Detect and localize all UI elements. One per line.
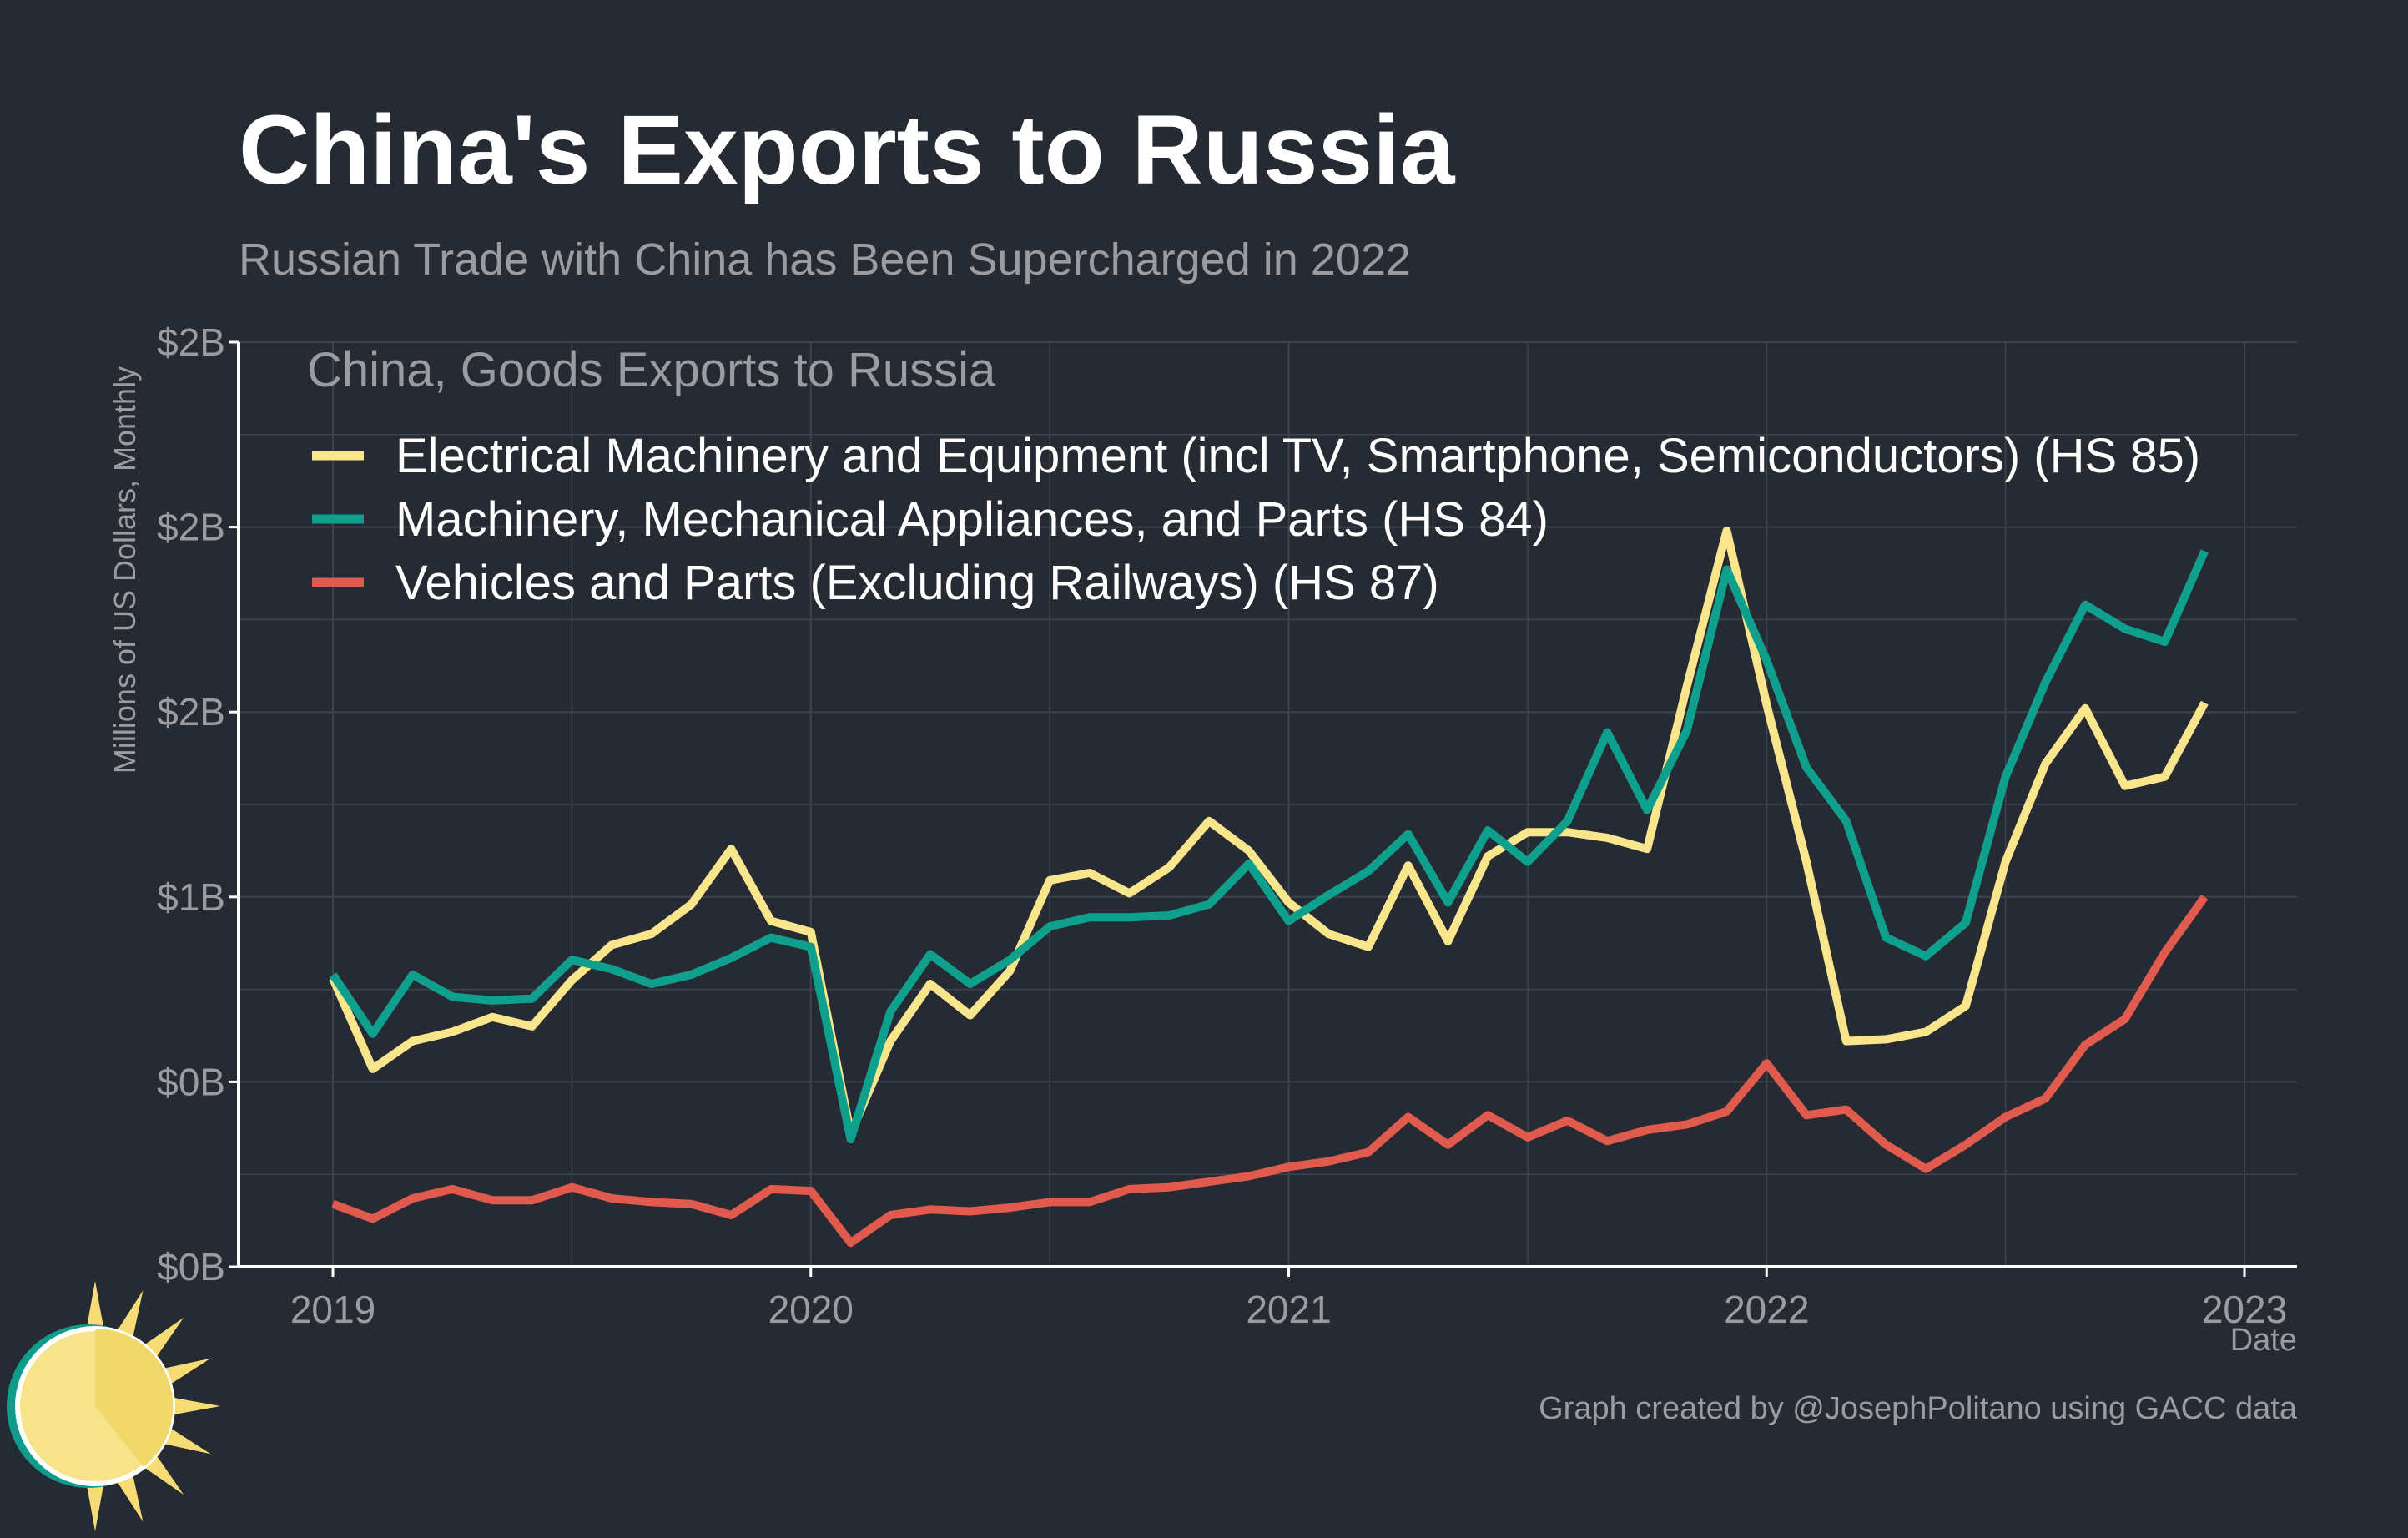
series-line-3 [331, 894, 2209, 1248]
y-tick-label: $0B [157, 1060, 225, 1103]
sun-ray [159, 1358, 211, 1388]
legend-label: Electrical Machinery and Equipment (incl… [395, 429, 2200, 483]
legend-label: Vehicles and Parts (Excluding Railways) … [395, 556, 1439, 610]
y-tick-label: $0B [157, 1245, 225, 1288]
sun-ray [85, 1479, 105, 1531]
series-lines [329, 527, 2209, 1248]
x-tick-label: 2023 [2202, 1288, 2287, 1331]
legend-items: Electrical Machinery and Equipment (incl… [312, 429, 2200, 610]
y-tick-label: $2B [157, 690, 225, 734]
y-tick-label: $2B [157, 506, 225, 549]
x-tick-label: 2022 [1724, 1288, 1809, 1331]
source-caption: Graph created by @JosephPolitano using G… [1539, 1391, 2298, 1426]
series-line-1 [329, 527, 2209, 1138]
series-line-2 [329, 549, 2209, 1144]
y-axis-label: Millions of US Dollars, Monthly [108, 366, 142, 774]
x-tick-label: 2021 [1246, 1288, 1331, 1331]
sun-ray [113, 1470, 144, 1522]
sun-ray [168, 1396, 220, 1416]
sun-ray [159, 1425, 211, 1455]
x-tick-label: 2019 [290, 1288, 375, 1331]
chart-subtitle: Russian Trade with China has Been Superc… [239, 234, 1411, 285]
legend: China, Goods Exports to Russia Electrica… [307, 343, 2200, 610]
sun-logo-shade [95, 1328, 174, 1467]
legend-label: Machinery, Mechanical Appliances, and Pa… [395, 492, 1549, 547]
y-tick-label: $1B [157, 875, 225, 919]
axes: $0B $0B $1B $2B $2B $2B 2019 2020 2021 2022 2023 [157, 320, 2297, 1331]
chart-title: China's Exports to Russia [239, 95, 1456, 205]
grid [239, 341, 2297, 1268]
x-tick-label: 2020 [768, 1288, 854, 1331]
sun-ray [113, 1290, 144, 1343]
sun-logo-icon [7, 1281, 220, 1531]
y-tick-label: $2B [157, 320, 225, 364]
sun-ray [85, 1281, 105, 1334]
legend-title: China, Goods Exports to Russia [307, 343, 996, 397]
x-axis-label: Date [2230, 1323, 2297, 1358]
